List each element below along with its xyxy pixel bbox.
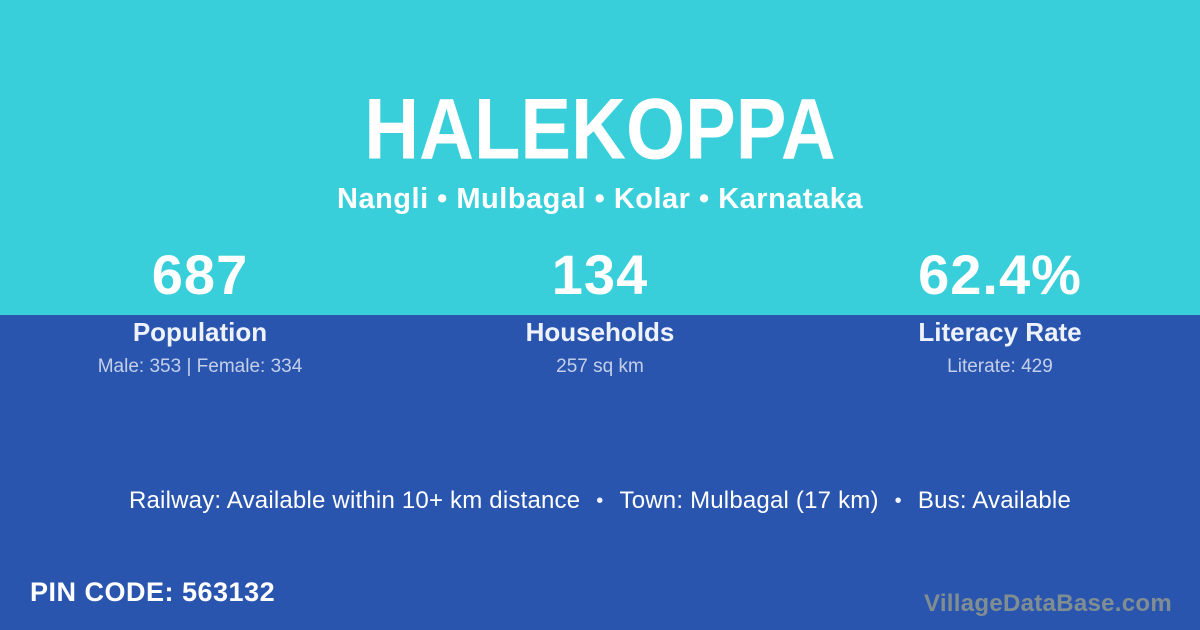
population-value: 687 xyxy=(151,243,249,306)
stats-row: 687 Population Male: 353 | Female: 334 1… xyxy=(0,244,1200,378)
watermark-branding: VillageDataBase.com xyxy=(923,590,1172,617)
page-title: HALEKOPPA xyxy=(0,82,1200,177)
top-teal-band xyxy=(0,0,1200,315)
bullet-separator: • xyxy=(894,490,902,512)
stat-literacy-rate: 62.4% Literacy Rate Literate: 429 xyxy=(800,244,1200,378)
pin-code-label: PIN CODE: 563132 xyxy=(30,577,276,607)
households-value: 134 xyxy=(551,243,649,306)
transport-info-line: Railway: Available within 10+ km distanc… xyxy=(0,487,1200,515)
literacy-detail: Literate: 429 xyxy=(947,356,1053,377)
households-detail: 257 sq km xyxy=(556,356,644,377)
bus-info: Bus: Available xyxy=(917,487,1072,514)
village-name-text: HALEKOPPA xyxy=(364,81,836,178)
breadcrumb: Nangli • Mulbagal • Kolar • Karnataka xyxy=(337,183,863,215)
literacy-value: 62.4% xyxy=(918,243,1082,306)
stat-population: 687 Population Male: 353 | Female: 334 xyxy=(0,244,400,378)
bullet-separator: • xyxy=(596,490,604,512)
population-label: Population xyxy=(132,317,268,347)
town-info: Town: Mulbagal (17 km) xyxy=(619,487,879,514)
railway-info: Railway: Available within 10+ km distanc… xyxy=(128,487,581,514)
stat-households: 134 Households 257 sq km xyxy=(400,244,800,378)
households-label: Households xyxy=(525,317,675,347)
population-detail: Male: 353 | Female: 334 xyxy=(97,356,303,377)
literacy-label: Literacy Rate xyxy=(918,317,1082,347)
